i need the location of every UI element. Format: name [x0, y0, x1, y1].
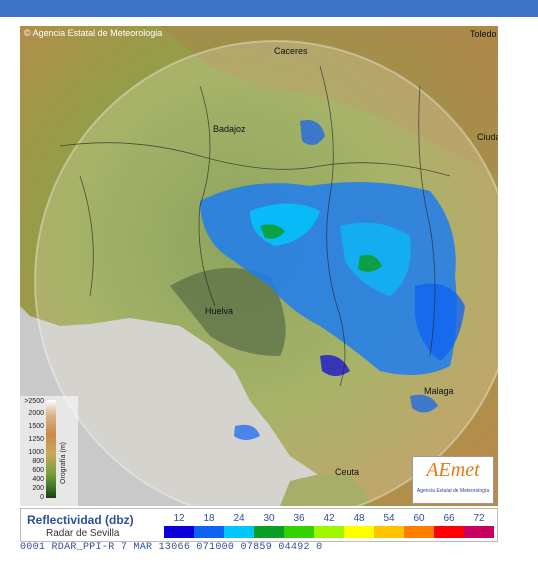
- legend-value-label: 36: [293, 513, 305, 524]
- orography-tick: 1000: [28, 449, 44, 456]
- legend-values: 12 18 24 30 36 42 48 54 60 66 72: [164, 513, 494, 525]
- orography-tick: 1250: [28, 436, 44, 443]
- orography-tick: 800: [32, 458, 44, 465]
- legend-subtitle: Radar de Sevilla: [46, 528, 120, 539]
- legend-value-label: 42: [323, 513, 335, 524]
- city-label-ceuta: Ceuta: [335, 467, 360, 477]
- legend-value-label: 18: [203, 513, 215, 524]
- aemet-logo-subtitle: Agencia Estatal de Meteorología: [416, 488, 490, 494]
- legend-color-swatch: [434, 526, 464, 538]
- legend-value-label: 54: [383, 513, 395, 524]
- legend-color-swatch: [254, 526, 284, 538]
- legend-value-label: 60: [413, 513, 425, 524]
- legend-value-label: 48: [353, 513, 365, 524]
- orography-tick: 0: [40, 494, 44, 501]
- north-africa-coast: [280, 474, 370, 506]
- aemet-logo: AEmet Agencia Estatal de Meteorología: [412, 456, 494, 504]
- orography-tick: >2500: [24, 398, 44, 405]
- legend-color-swatch: [164, 526, 194, 538]
- legend-color-swatch: [404, 526, 434, 538]
- radar-map: © Agencia Estatal de Meteorologia Cacere…: [20, 26, 498, 506]
- orography-tick: 2000: [28, 410, 44, 417]
- orography-tick: 400: [32, 476, 44, 483]
- legend-color-swatch: [344, 526, 374, 538]
- legend-color-swatch: [224, 526, 254, 538]
- city-label-caceres: Caceres: [274, 46, 308, 56]
- radar-map-graphic: [20, 26, 498, 506]
- province-borders: [59, 65, 451, 387]
- reflectivity-legend: Reflectividad (dbz) Radar de Sevilla 12 1…: [20, 508, 498, 542]
- top-bar: [0, 0, 538, 17]
- city-label-malaga: Malaga: [424, 386, 454, 396]
- legend-color-swatch: [374, 526, 404, 538]
- city-label-ciudad-real: Ciudad Real: [477, 132, 498, 142]
- legend-value-label: 30: [263, 513, 275, 524]
- city-label-badajoz: Badajoz: [213, 124, 246, 134]
- city-label-huelva: Huelva: [205, 306, 234, 316]
- legend-color-swatch: [464, 526, 494, 538]
- precipitation-echoes: [200, 120, 465, 440]
- legend-title: Reflectividad (dbz): [27, 513, 134, 527]
- orography-tick: 1500: [28, 423, 44, 430]
- legend-value-label: 12: [173, 513, 185, 524]
- legend-color-swatch: [314, 526, 344, 538]
- orography-color-bar: [46, 400, 56, 498]
- legend-value-label: 66: [443, 513, 455, 524]
- aemet-logo-mark: AEmet: [426, 459, 480, 481]
- legend-value-label: 24: [233, 513, 245, 524]
- orography-axis-label: Orografía (m): [60, 441, 67, 484]
- copyright-label: © Agencia Estatal de Meteorologia: [24, 28, 163, 38]
- orography-tick: 600: [32, 467, 44, 474]
- legend-color-swatch: [284, 526, 314, 538]
- guadalquivir-lowland: [170, 268, 286, 356]
- status-line: 0001 RDAR_PPI-R 7 MAR 13066 071000 07859…: [20, 542, 498, 555]
- legend-color-swatch: [194, 526, 224, 538]
- legend-value-label: 72: [473, 513, 485, 524]
- orography-tick: 200: [32, 485, 44, 492]
- city-label-toledo: Toledo: [470, 29, 497, 39]
- legend-color-bar: [164, 526, 494, 538]
- orography-scale: >2500 2000 1500 1250 1000 800 600 400 20…: [20, 396, 78, 506]
